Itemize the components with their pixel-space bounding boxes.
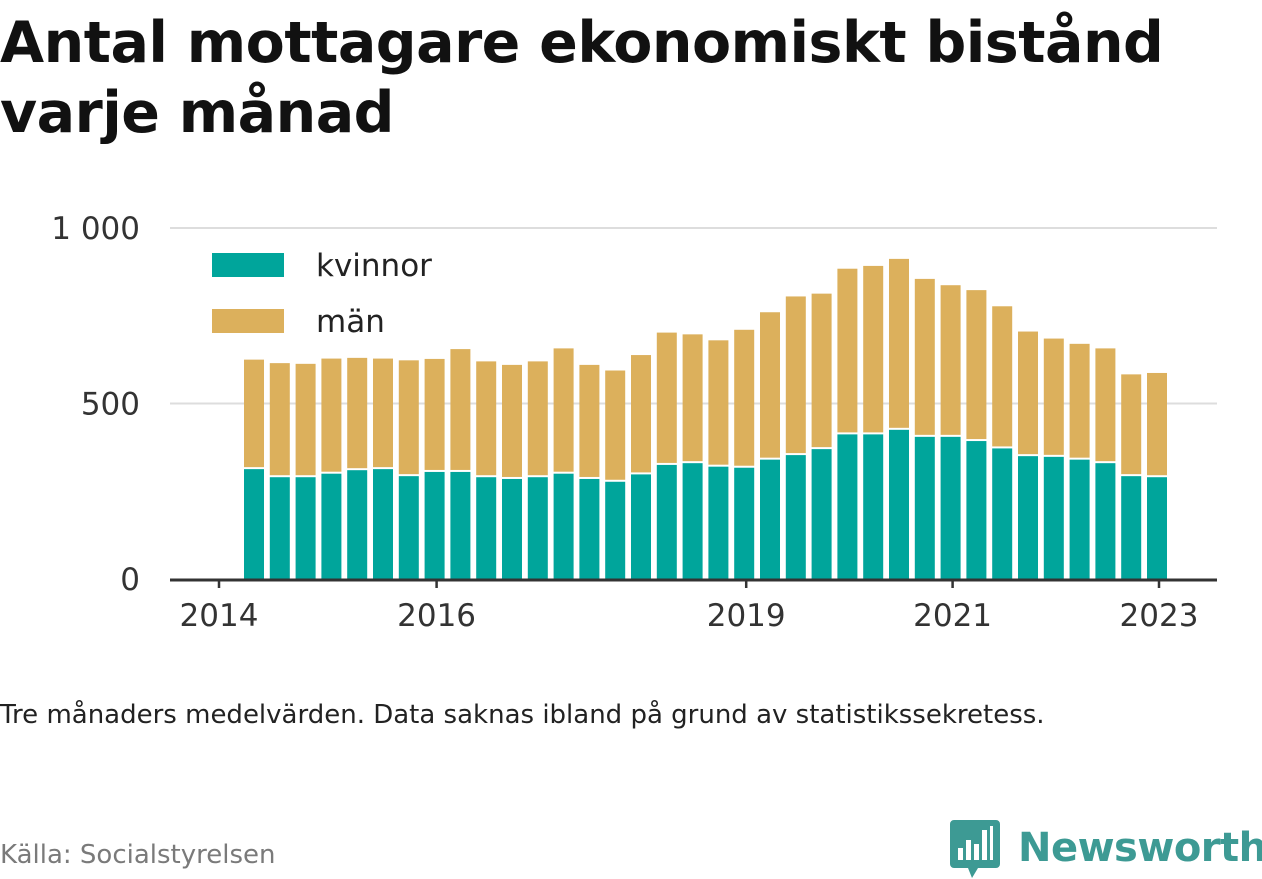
bar-kvinnor (682, 463, 703, 579)
bars (244, 258, 1167, 579)
bar-kvinnor (631, 474, 651, 579)
bar-man (966, 290, 987, 440)
bar-kvinnor (708, 466, 729, 579)
bar-man (527, 361, 548, 476)
bar-kvinnor (1018, 456, 1038, 579)
bar-kvinnor (527, 477, 548, 579)
bar-kvinnor (398, 476, 419, 579)
bar-kvinnor (889, 429, 909, 579)
bar-kvinnor (476, 477, 497, 579)
bar-kvinnor (424, 471, 445, 579)
bar-man (837, 268, 858, 433)
bar-kvinnor (1043, 456, 1064, 579)
bar-man (682, 334, 703, 462)
bar-man (1147, 372, 1167, 476)
bar-man (811, 293, 832, 448)
bar-man (605, 370, 626, 480)
bar-man (295, 363, 316, 476)
bar-kvinnor (966, 441, 987, 579)
x-tick-label: 2023 (1120, 598, 1199, 634)
bar-man (914, 278, 935, 435)
bar-man (1018, 331, 1038, 455)
chart-title: Antal mottagare ekonomiskt bistånd varje… (0, 10, 1164, 146)
bar-kvinnor (450, 471, 471, 579)
y-tick-labels: 0 500 1 000 (51, 211, 140, 598)
bar-kvinnor (295, 477, 316, 579)
bar-man (631, 355, 651, 473)
bar-man (1095, 348, 1116, 462)
x-tick-label: 2019 (707, 598, 786, 634)
bar-kvinnor (1095, 463, 1116, 579)
bar-man (398, 360, 419, 475)
bar-kvinnor (656, 464, 677, 579)
y-tick-label: 0 (120, 562, 140, 598)
bar-man (347, 357, 368, 469)
bar-kvinnor (734, 467, 755, 579)
bar-kvinnor (863, 434, 884, 579)
y-tick-label: 1 000 (51, 211, 140, 247)
bar-chart-speech-bubble-icon (950, 820, 1000, 878)
legend-label: kvinnor (316, 248, 432, 284)
bar-kvinnor (811, 449, 832, 579)
bar-kvinnor (321, 473, 342, 579)
legend-swatch (212, 309, 284, 333)
bar-kvinnor (914, 436, 935, 579)
bar-kvinnor (579, 478, 600, 579)
bar-man (269, 363, 290, 476)
bar-kvinnor (760, 459, 780, 579)
bar-man (1121, 374, 1142, 475)
bar-man (476, 361, 497, 476)
bar-kvinnor (1147, 477, 1167, 579)
bar-kvinnor (269, 477, 290, 579)
bar-kvinnor (837, 434, 858, 579)
bar-man (450, 349, 471, 470)
bar-kvinnor (373, 469, 393, 579)
bar-man (321, 358, 342, 472)
bar-kvinnor (992, 448, 1013, 579)
bar-kvinnor (785, 455, 806, 579)
legend: kvinnor män (212, 248, 432, 340)
bar-man (1069, 343, 1090, 458)
bar-man (656, 332, 677, 463)
x-tick-label: 2016 (397, 598, 476, 634)
y-tick-label: 500 (81, 387, 140, 423)
bar-kvinnor (553, 473, 574, 579)
brand-name: Newsworthy (1018, 825, 1262, 871)
bar-man (992, 306, 1013, 447)
bar-man (863, 265, 884, 433)
brand-logo: Newsworthy (950, 818, 1262, 878)
bar-man (940, 285, 961, 435)
x-tick-label: 2021 (913, 598, 992, 634)
bar-man (579, 364, 600, 477)
bar-kvinnor (1069, 459, 1090, 579)
bar-kvinnor (605, 481, 626, 579)
x-tick-label: 2014 (180, 598, 259, 634)
bar-man (1043, 338, 1064, 455)
bar-man (889, 258, 909, 428)
legend-label: män (316, 304, 385, 340)
bar-man (708, 340, 729, 465)
bar-kvinnor (502, 478, 522, 579)
source-credit: Källa: Socialstyrelsen (0, 840, 276, 870)
bar-kvinnor (347, 470, 368, 579)
bar-man (553, 348, 574, 472)
x-axis (170, 578, 1217, 588)
bar-man (734, 329, 755, 466)
bar-man (502, 364, 522, 477)
bar-kvinnor (244, 469, 264, 579)
legend-swatch (212, 253, 284, 277)
bar-kvinnor (940, 436, 961, 579)
x-tick-labels: 2014 2016 2019 2021 2023 (180, 598, 1199, 634)
bar-man (760, 312, 780, 458)
bar-kvinnor (1121, 476, 1142, 579)
bar-man (785, 296, 806, 454)
bar-man (373, 358, 393, 468)
bar-man (424, 358, 445, 470)
bar-man (244, 359, 264, 468)
chart-note: Tre månaders medelvärden. Data saknas ib… (0, 700, 1045, 730)
stacked-bar-chart: 0 500 1 000 2014 2016 2019 2021 2023 kvinnor mä… (51, 211, 1217, 634)
